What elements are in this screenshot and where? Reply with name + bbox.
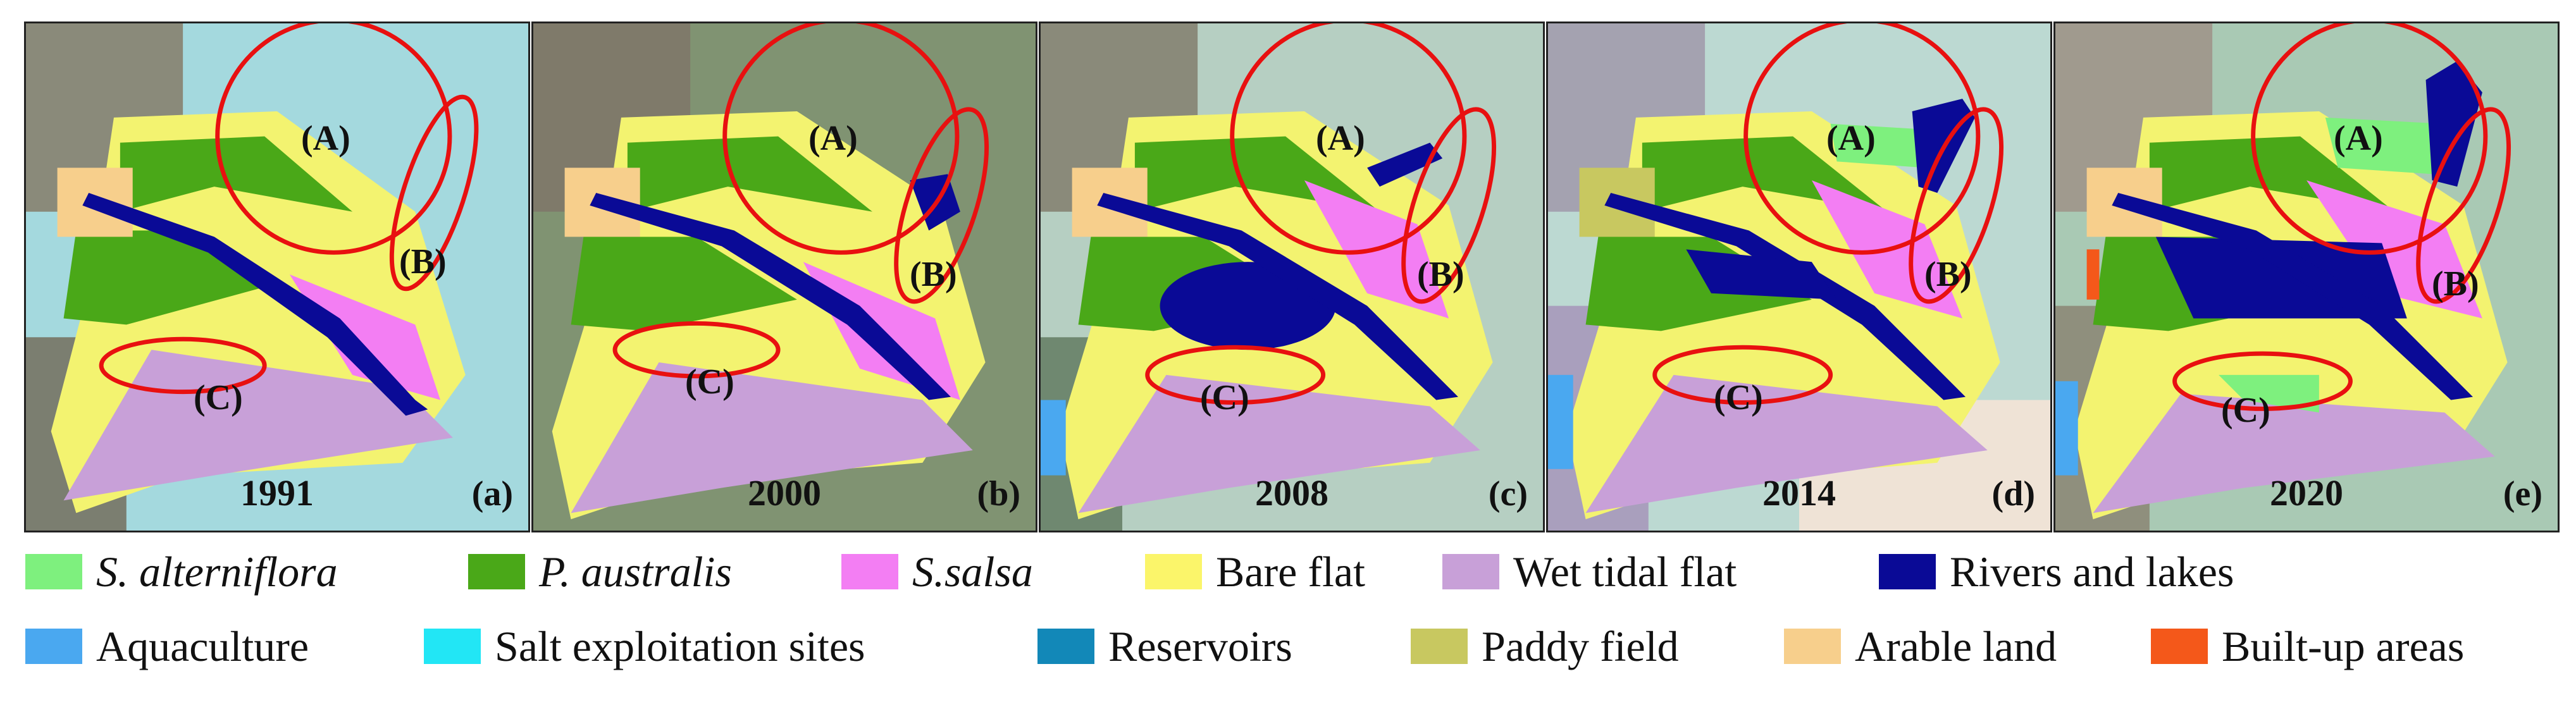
legend-item-paddy-field: Paddy field bbox=[1411, 617, 1679, 675]
legend-swatch bbox=[468, 554, 525, 589]
legend-swatch bbox=[1784, 629, 1841, 664]
map-panel-1991: (A) (B) (C) 1991 (a) bbox=[24, 22, 530, 532]
legend-swatch bbox=[841, 554, 898, 589]
land-cover-map bbox=[1041, 23, 1543, 531]
legend-swatch bbox=[1411, 629, 1468, 664]
legend-label: Bare flat bbox=[1216, 547, 1365, 596]
zone-label-c: (C) bbox=[685, 362, 734, 402]
legend-item-reservoirs: Reservoirs bbox=[1037, 617, 1292, 675]
zone-label-b: (B) bbox=[399, 242, 447, 281]
legend-label: S.salsa bbox=[912, 547, 1033, 596]
zone-label-c: (C) bbox=[1714, 378, 1763, 417]
legend-label: Salt exploitation sites bbox=[495, 622, 865, 670]
zone-circles bbox=[1145, 23, 1497, 405]
zone-label-b: (B) bbox=[1924, 255, 1972, 294]
zone-circles bbox=[99, 23, 479, 395]
panel-year: 1991 bbox=[240, 472, 314, 513]
panel-letter: (e) bbox=[2503, 474, 2542, 513]
zone-label-a: (A) bbox=[301, 119, 350, 158]
legend-label: P. australis bbox=[539, 547, 732, 596]
legend-swatch bbox=[1037, 629, 1094, 664]
legend-label: Rivers and lakes bbox=[1950, 547, 2234, 596]
legend-label: Arable land bbox=[1855, 622, 2057, 670]
legend-item-s-alterniflora: S. alterniflora bbox=[25, 543, 338, 601]
legend-swatch bbox=[1442, 554, 1499, 589]
legend-label: Wet tidal flat bbox=[1513, 547, 1737, 596]
legend-row-1: S. alterniflora P. australis S.salsa Bar… bbox=[25, 543, 2562, 601]
panel-year: 2014 bbox=[1762, 472, 1836, 513]
zone-label-c: (C) bbox=[1200, 378, 1249, 417]
legend-item-arable-land: Arable land bbox=[1784, 617, 2057, 675]
legend-item-bare-flat: Bare flat bbox=[1145, 543, 1365, 601]
panel-letter: (d) bbox=[1991, 474, 2035, 513]
legend-item-salt-exploitation-sites: Salt exploitation sites bbox=[424, 617, 865, 675]
legend-label: Reservoirs bbox=[1108, 622, 1292, 670]
zone-label-c: (C) bbox=[194, 378, 243, 417]
legend-swatch bbox=[2151, 629, 2208, 664]
legend-item-s-salsa: S.salsa bbox=[841, 543, 1033, 601]
legend-item-built-up-areas: Built-up areas bbox=[2151, 617, 2464, 675]
land-cover-map bbox=[1548, 23, 2050, 531]
legend-label: S. alterniflora bbox=[96, 547, 338, 596]
map-panel-2014: (A) (B) (C) 2014 (d) bbox=[1546, 22, 2052, 532]
land-cover-map bbox=[2055, 23, 2558, 531]
map-panel-2020: (A) (B) (C) 2020 (e) bbox=[2053, 22, 2560, 532]
legend-label: Paddy field bbox=[1482, 622, 1679, 670]
legend-swatch bbox=[1879, 554, 1936, 589]
legend-item-rivers-and-lakes: Rivers and lakes bbox=[1879, 543, 2234, 601]
legend-swatch bbox=[1145, 554, 1202, 589]
map-panel-2000: (A) (B) (C) 2000 (b) bbox=[531, 22, 1037, 532]
zone-label-a: (A) bbox=[1316, 119, 1365, 158]
zone-label-a: (A) bbox=[2334, 119, 2383, 158]
zone-label-b: (B) bbox=[1417, 255, 1464, 294]
legend-swatch bbox=[424, 629, 481, 664]
panel-year: 2020 bbox=[2270, 472, 2343, 513]
legend-item-aquaculture: Aquaculture bbox=[25, 617, 309, 675]
panel-letter: (c) bbox=[1488, 474, 1528, 513]
map-panel-2008: (A) (B) (C) 2008 (c) bbox=[1039, 22, 1545, 532]
panel-year: 2008 bbox=[1255, 472, 1328, 513]
zone-circles bbox=[612, 23, 989, 379]
panel-letter: (b) bbox=[977, 474, 1020, 513]
legend-swatch bbox=[25, 554, 82, 589]
zone-label-b: (B) bbox=[2432, 264, 2479, 304]
zone-label-c: (C) bbox=[2221, 391, 2270, 430]
legend-label: Built-up areas bbox=[2222, 622, 2465, 670]
zone-circles bbox=[2172, 23, 2511, 411]
panel-letter: (a) bbox=[471, 474, 513, 513]
legend-row-2: Aquaculture Salt exploitation sites Rese… bbox=[25, 617, 2562, 675]
zone-circles bbox=[1652, 23, 2004, 405]
legend-label: Aquaculture bbox=[96, 622, 309, 670]
zone-label-a: (A) bbox=[808, 119, 858, 158]
zone-label-b: (B) bbox=[910, 255, 957, 294]
zone-label-a: (A) bbox=[1826, 119, 1876, 158]
legend-swatch bbox=[25, 629, 82, 664]
panel-year: 2000 bbox=[748, 472, 821, 513]
legend-item-wet-tidal-flat: Wet tidal flat bbox=[1442, 543, 1737, 601]
legend-item-p-australis: P. australis bbox=[468, 543, 732, 601]
